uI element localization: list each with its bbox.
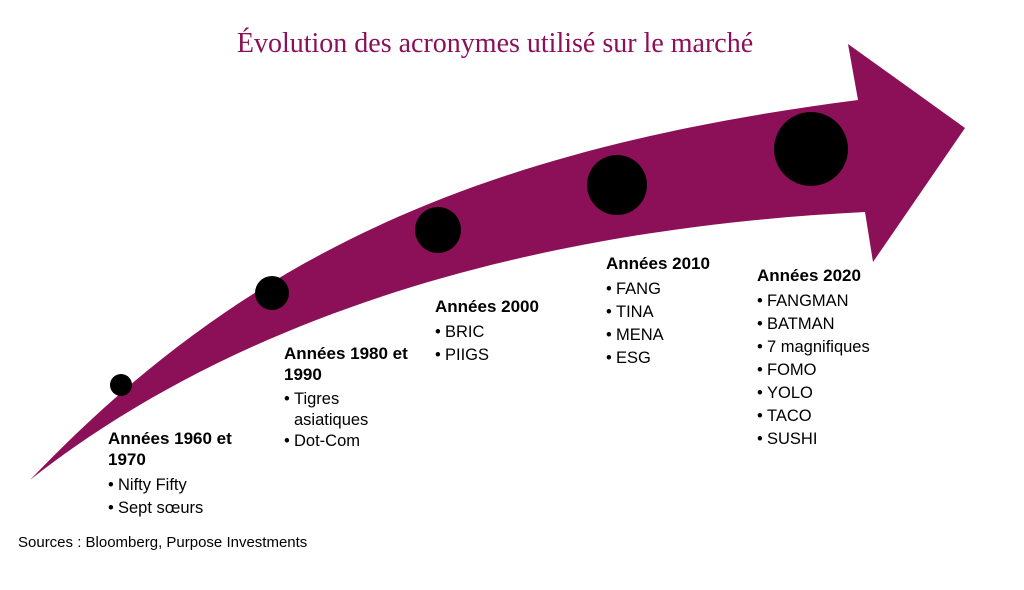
list-item: ESG — [606, 347, 756, 370]
sources-note: Sources : Bloomberg, Purpose Investments — [18, 534, 308, 551]
era-list: BRIC PIIGS — [435, 321, 585, 367]
era-dot-1960 — [110, 374, 132, 396]
list-item: FANGMAN — [757, 290, 927, 313]
list-item: MENA — [606, 324, 756, 347]
era-1980-1990: Années 1980 et 1990 Tigres asiatiques Do… — [284, 343, 414, 452]
list-item: SUSHI — [757, 428, 927, 451]
curved-arrow — [30, 44, 965, 480]
list-item: Sept sœurs — [108, 497, 268, 520]
era-2020: Années 2020 FANGMAN BATMAN 7 magnifiques… — [757, 265, 927, 451]
list-item: 7 magnifiques — [757, 336, 927, 359]
list-item: BRIC — [435, 321, 585, 344]
list-item: PIIGS — [435, 344, 585, 367]
era-heading: Années 2010 — [606, 254, 710, 273]
era-2000: Années 2000 BRIC PIIGS — [435, 296, 585, 367]
era-heading: Années 2020 — [757, 266, 861, 285]
list-item: TINA — [606, 301, 756, 324]
era-list: Nifty Fifty Sept sœurs — [108, 474, 268, 520]
era-list: FANG TINA MENA ESG — [606, 278, 756, 370]
list-item: YOLO — [757, 382, 927, 405]
list-item: FANG — [606, 278, 756, 301]
era-list: FANGMAN BATMAN 7 magnifiques FOMO YOLO T… — [757, 290, 927, 451]
era-1960-1970: Années 1960 et 1970 Nifty Fifty Sept sœu… — [108, 428, 268, 520]
list-item: Nifty Fifty — [108, 474, 268, 497]
era-dot-2010 — [587, 155, 647, 215]
era-dot-2020 — [774, 112, 848, 186]
diagram-title: Évolution des acronymes utilisé sur le m… — [236, 28, 754, 59]
list-item: BATMAN — [757, 313, 927, 336]
list-item: Dot-Com — [284, 431, 414, 452]
era-heading: Années 1960 et 1970 — [108, 429, 232, 469]
era-dot-2000 — [415, 207, 461, 253]
list-item: FOMO — [757, 359, 927, 382]
era-2010: Années 2010 FANG TINA MENA ESG — [606, 253, 756, 370]
era-list: Tigres asiatiques Dot-Com — [284, 389, 414, 452]
era-heading: Années 2000 — [435, 297, 539, 316]
list-item: Tigres asiatiques — [284, 389, 394, 431]
era-dot-1980 — [255, 276, 289, 310]
list-item: TACO — [757, 405, 927, 428]
era-heading: Années 1980 et 1990 — [284, 344, 408, 384]
